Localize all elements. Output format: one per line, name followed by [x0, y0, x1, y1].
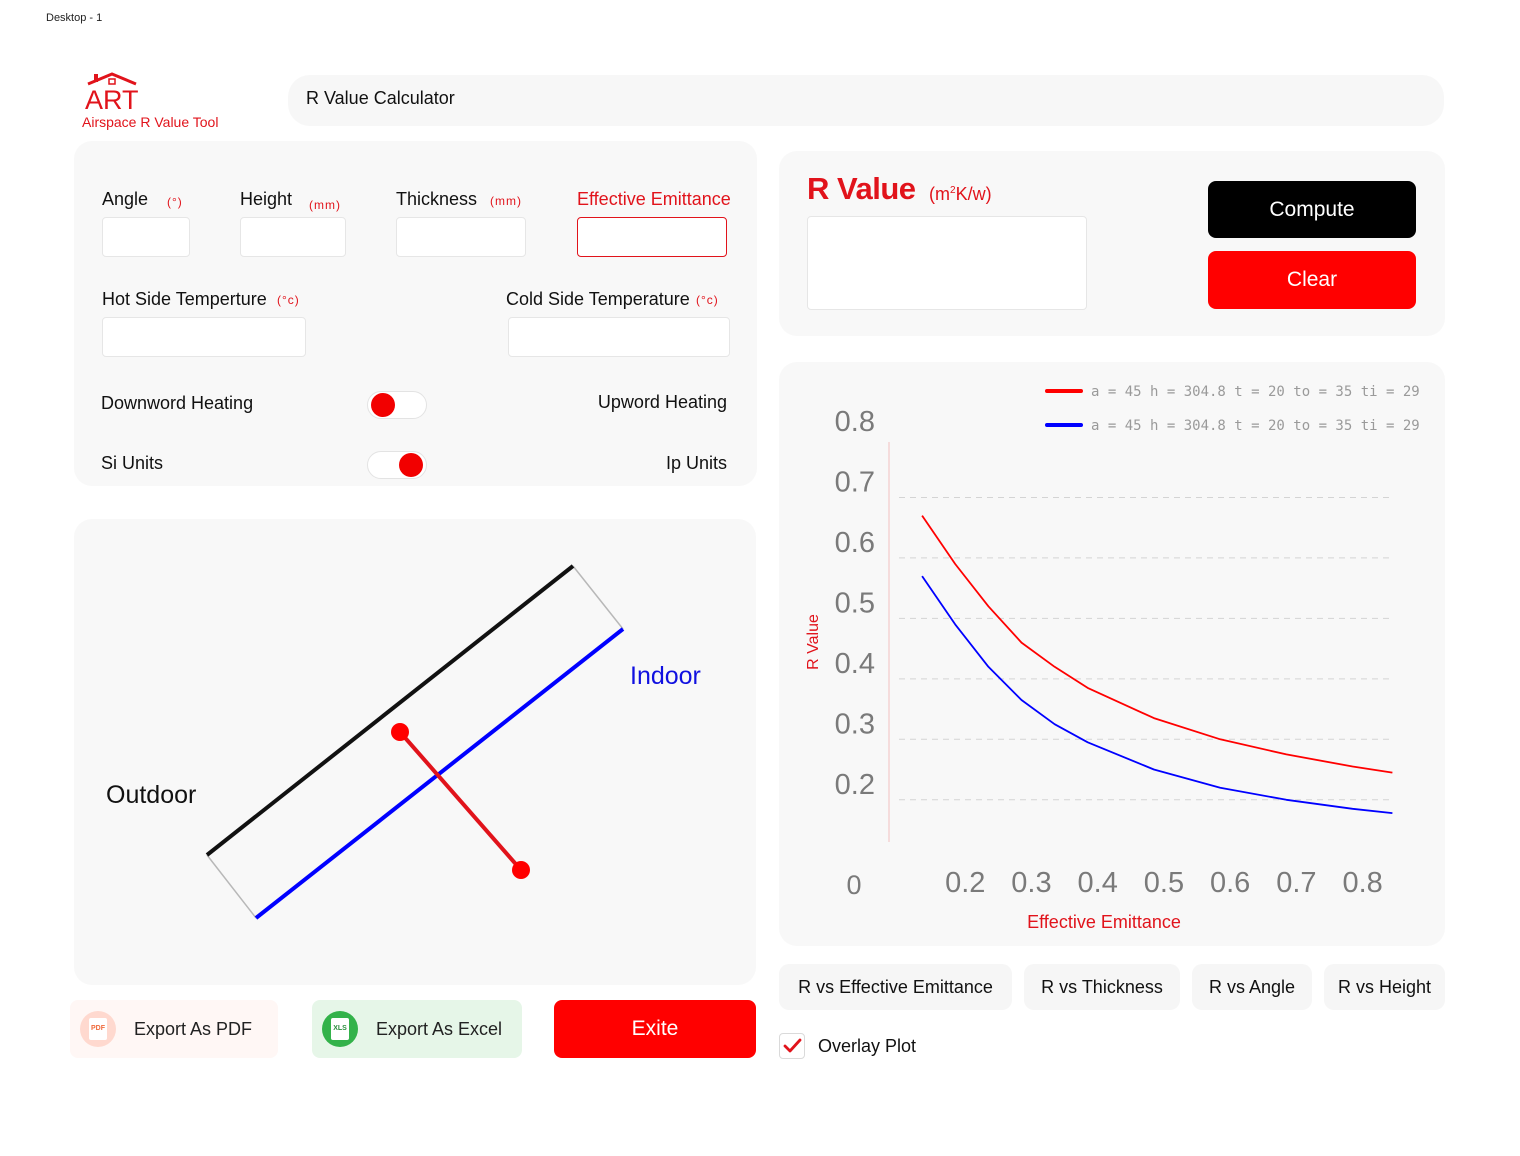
y-tick-label: 0.2	[835, 769, 875, 801]
series-line-1	[921, 515, 1393, 774]
emittance-label: Effective Emittance	[577, 189, 731, 209]
x-tick-label: 0.7	[1276, 867, 1316, 899]
upward-heating-label: Upword Heating	[597, 392, 727, 412]
y-axis-label: R Value	[805, 614, 822, 670]
heating-direction-toggle[interactable]	[367, 391, 427, 419]
angle-handle-end[interactable]	[512, 861, 530, 879]
clear-button[interactable]: Clear	[1208, 251, 1416, 309]
airspace-diagram	[205, 564, 625, 920]
hot-temp-label: Hot Side Temperture	[102, 289, 267, 309]
height-input[interactable]	[240, 217, 346, 257]
header-bar: R Value Calculator	[288, 75, 1444, 126]
airspace-edge-lower	[206, 854, 257, 919]
y-tick-label: 0.6	[835, 527, 875, 559]
y-tick-label: 0.4	[835, 648, 875, 680]
inputs-panel: Angle (°) Height (mm) Thickness (mm) Eff…	[74, 141, 757, 486]
export-excel-button[interactable]: XLS Export As Excel	[312, 1000, 522, 1058]
check-icon	[783, 1038, 802, 1053]
height-unit: (mm)	[309, 198, 341, 212]
overlay-plot-checkbox[interactable]	[779, 1033, 805, 1059]
outdoor-label: Outdoor	[106, 781, 197, 809]
thickness-label: Thickness	[396, 189, 478, 209]
overlay-plot-label: Overlay Plot	[818, 1036, 917, 1056]
outdoor-surface-line	[205, 564, 575, 857]
r-value-title: R Value	[807, 171, 916, 206]
export-excel-label: Export As Excel	[376, 1018, 503, 1039]
cold-temp-unit: (°c)	[696, 293, 719, 307]
hot-temp-unit: (°c)	[277, 293, 300, 307]
export-pdf-label: Export As PDF	[134, 1018, 253, 1039]
frame-label: Desktop - 1	[46, 12, 103, 24]
x-tick-label: 0.4	[1078, 867, 1118, 899]
y-tick-label: 0.5	[835, 587, 875, 619]
airspace-edge-upper	[572, 565, 624, 630]
x-axis-label: Effective Emittance	[1027, 912, 1181, 932]
y-tick-label: 0.7	[835, 466, 875, 498]
app-logo: ART	[80, 70, 240, 140]
height-label: Height	[240, 189, 293, 209]
downward-heating-label: Downword Heating	[101, 393, 254, 413]
indoor-label: Indoor	[630, 662, 701, 690]
emittance-input[interactable]	[577, 217, 727, 257]
tab-r-vs-emittance[interactable]: R vs Effective Emittance	[779, 964, 1012, 1010]
r-value-chart: 0.8 0.7 0.6 0.5 0.4 0.3 0.2 0 0.2 0.3 0.4 0.5 0.6 0.7…	[805, 384, 1420, 932]
result-panel: R Value (m2K/w) Compute Clear	[779, 151, 1445, 336]
legend-label-1: a = 45 h = 304.8 t = 20 to = 35 ti = 29	[1091, 384, 1420, 400]
chart-panel: 0.8 0.7 0.6 0.5 0.4 0.3 0.2 0 0.2 0.3 0.4 0.5 0.6 0.7…	[779, 362, 1445, 946]
logo-tagline: Airspace R Value Tool	[82, 114, 219, 130]
y-tick-label: 0.3	[835, 708, 875, 740]
tab-r-vs-angle[interactable]: R vs Angle	[1192, 964, 1312, 1010]
tab-r-vs-thickness[interactable]: R vs Thickness	[1024, 964, 1180, 1010]
logo-wordmark: ART	[85, 85, 139, 114]
toggle-knob	[399, 453, 423, 477]
exit-button[interactable]: Exite	[554, 1000, 756, 1058]
compute-button[interactable]: Compute	[1208, 181, 1416, 238]
r-value-unit: (m2K/w)	[929, 184, 992, 204]
export-pdf-button[interactable]: PDF Export As PDF	[70, 1000, 278, 1058]
legend-label-2: a = 45 h = 304.8 t = 20 to = 35 ti = 29	[1091, 418, 1420, 434]
units-toggle[interactable]	[367, 451, 427, 479]
excel-file-icon: XLS	[322, 1011, 358, 1047]
x-tick-label: 0.6	[1210, 867, 1250, 899]
thickness-input[interactable]	[396, 217, 526, 257]
x-tick-label: 0.3	[1011, 867, 1051, 899]
cold-temp-input[interactable]	[508, 317, 730, 357]
hot-temp-input[interactable]	[102, 317, 306, 357]
tab-r-vs-height[interactable]: R vs Height	[1324, 964, 1445, 1010]
ip-units-label: Ip Units	[665, 453, 727, 473]
page-title: R Value Calculator	[306, 88, 455, 108]
cold-temp-label: Cold Side Temperature	[506, 289, 690, 309]
angle-unit: (°)	[167, 195, 183, 209]
thickness-unit: (mm)	[490, 194, 522, 208]
x-tick-label: 0.5	[1144, 867, 1184, 899]
angle-handle-line	[398, 730, 523, 872]
airspace-diagram-panel: Outdoor Indoor	[74, 519, 756, 985]
series-line-2	[921, 575, 1393, 814]
toggle-knob	[371, 393, 395, 417]
x-origin-label: 0	[846, 870, 861, 900]
x-tick-label: 0.8	[1342, 867, 1382, 899]
indoor-surface-line	[254, 627, 625, 920]
angle-label: Angle	[102, 189, 149, 209]
pdf-file-icon: PDF	[80, 1011, 116, 1047]
pdf-icon-label: PDF	[89, 1018, 107, 1040]
x-tick-label: 0.2	[945, 867, 985, 899]
angle-input[interactable]	[102, 217, 190, 257]
y-tick-label: 0.8	[835, 406, 875, 438]
r-value-output	[807, 216, 1087, 310]
house-icon: ART	[85, 72, 139, 115]
si-units-label: Si Units	[101, 453, 164, 473]
xls-icon-label: XLS	[331, 1018, 349, 1040]
angle-handle-start[interactable]	[391, 723, 409, 741]
